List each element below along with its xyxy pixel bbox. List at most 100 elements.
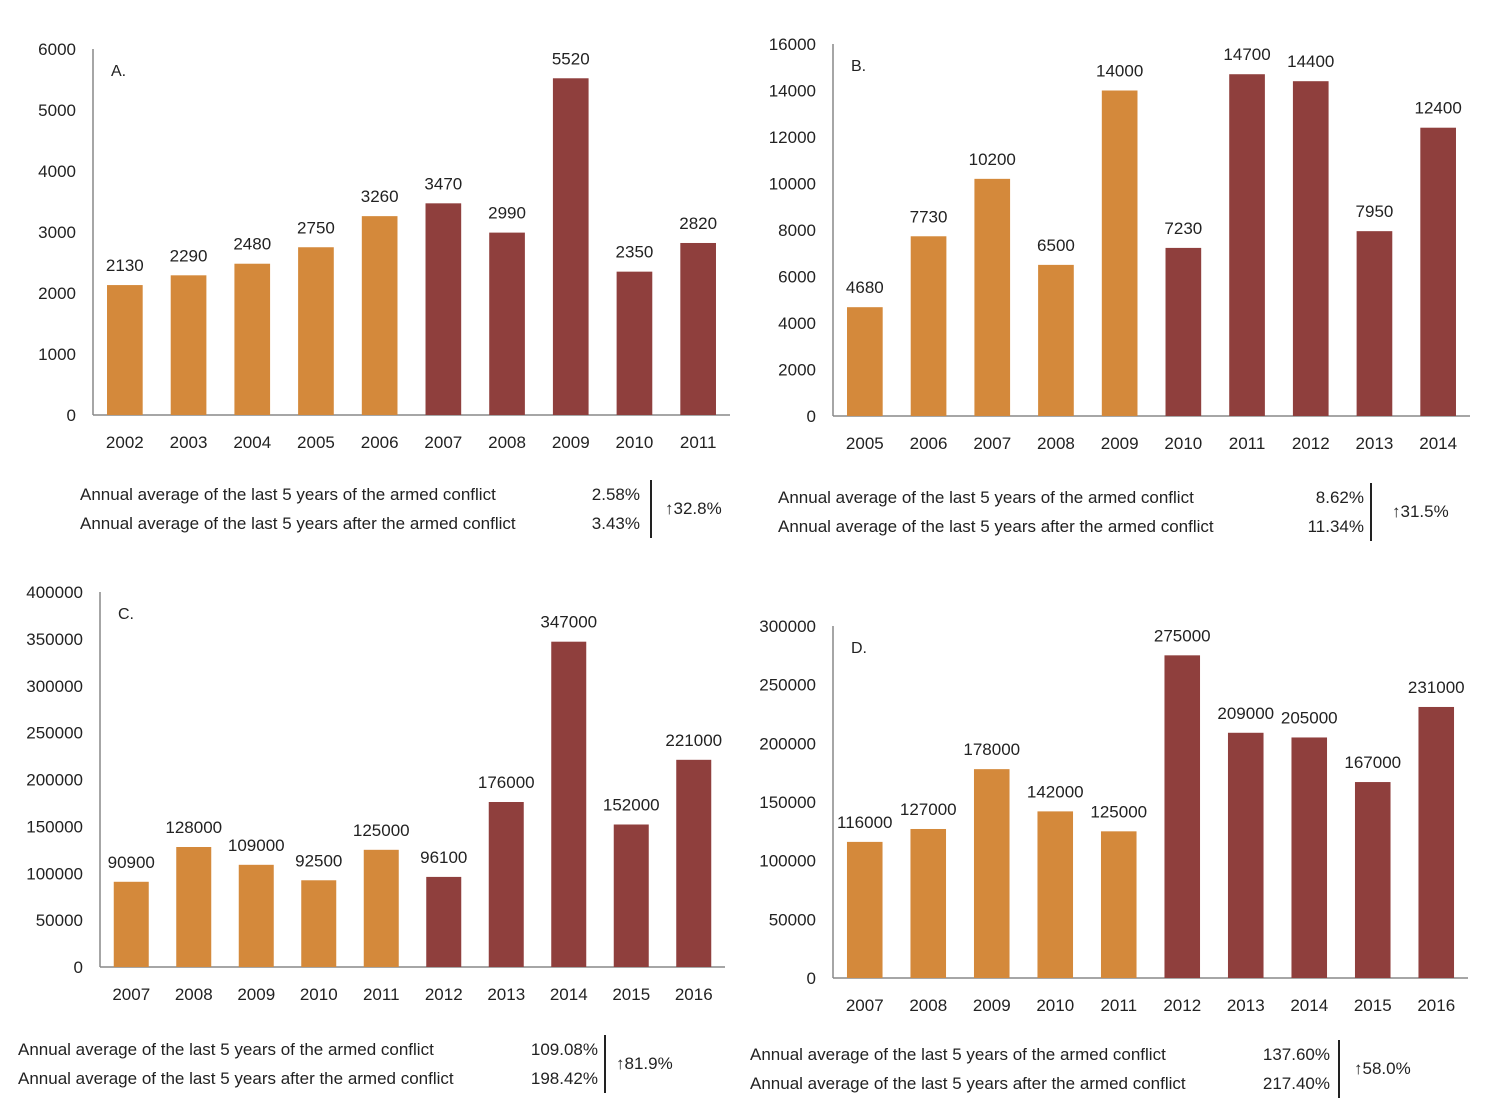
data-label: 347000 <box>540 613 597 632</box>
stat-label-last-5-years-after-conflict: Annual average of the last 5 years after… <box>18 1069 454 1088</box>
data-label: 205000 <box>1281 708 1338 727</box>
data-label: 128000 <box>165 818 222 837</box>
x-tick-label: 2011 <box>363 985 400 1004</box>
stat-value-during: 2.58% <box>591 485 640 504</box>
bar-2014 <box>1291 737 1328 978</box>
y-tick-label: 2000 <box>38 284 76 303</box>
bar-2007 <box>846 841 883 978</box>
stats-divider <box>604 1035 606 1093</box>
y-tick-label: 200000 <box>759 734 816 753</box>
bar-2015 <box>1354 782 1391 978</box>
data-label: 92500 <box>295 851 342 870</box>
data-label: 178000 <box>963 740 1020 759</box>
x-tick-label: 2011 <box>680 433 717 452</box>
stat-value-during: 109.08% <box>530 1040 598 1059</box>
stats-b: Annual average of the last 5 years of th… <box>778 483 1449 541</box>
data-label: 6500 <box>1037 236 1075 255</box>
y-tick-label: 12000 <box>769 128 816 147</box>
x-tick-label: 2008 <box>1037 434 1075 453</box>
y-tick-label: 6000 <box>778 268 816 287</box>
data-label: 142000 <box>1027 782 1084 801</box>
data-label: 3260 <box>361 187 399 206</box>
bar-2010 <box>301 880 337 967</box>
bar-2006 <box>361 216 398 415</box>
bar-2007 <box>425 203 462 415</box>
y-tick-label: 0 <box>807 969 816 988</box>
data-label: 7730 <box>910 207 948 226</box>
bar-2007 <box>113 881 149 967</box>
stat-value-after: 11.34% <box>1307 517 1364 536</box>
x-tick-label: 2007 <box>973 434 1011 453</box>
y-tick-label: 400000 <box>26 583 83 602</box>
bar-chart-d: D. 0 50000 100000 150000 200000 250000 300000 11… <box>759 617 1468 1015</box>
data-label: 2820 <box>679 214 717 233</box>
x-tick-label: 2009 <box>973 996 1011 1015</box>
y-tick-label: 4000 <box>38 162 76 181</box>
bar-2006 <box>910 236 947 416</box>
y-tick-label: 350000 <box>26 630 83 649</box>
bar-chart-c: C. 0 50000 100000 150000 200000 250000 300000 35… <box>26 583 725 1004</box>
y-tick-label: 3000 <box>38 223 76 242</box>
x-tick-label: 2014 <box>1419 434 1457 453</box>
bar-2014 <box>1420 127 1456 416</box>
x-tick-label: 2014 <box>550 985 588 1004</box>
stat-value-after: 3.43% <box>591 514 640 533</box>
x-tick-label: 2007 <box>424 433 462 452</box>
stat-value-during: 8.62% <box>1315 488 1364 507</box>
y-tick-label: 5000 <box>38 101 76 120</box>
stats-divider <box>1338 1040 1340 1098</box>
y-tick-label: 250000 <box>26 724 83 743</box>
y-tick-label: 4000 <box>778 314 816 333</box>
y-tick-label: 150000 <box>759 793 816 812</box>
x-tick-label: 2008 <box>175 985 213 1004</box>
y-tick-label: 1000 <box>38 345 76 364</box>
change-percentage: ↑81.9% <box>616 1054 673 1073</box>
bar-2010 <box>616 271 653 415</box>
data-label: 209000 <box>1217 704 1274 723</box>
x-tick-label: 2009 <box>237 985 275 1004</box>
x-tick-label: 2015 <box>1354 996 1392 1015</box>
data-label: 127000 <box>900 800 957 819</box>
y-tick-label: 300000 <box>26 677 83 696</box>
x-tick-label: 2012 <box>1163 996 1201 1015</box>
bar-2010 <box>1165 247 1202 416</box>
y-tick-label: 0 <box>74 958 83 977</box>
bar-2012 <box>426 876 462 967</box>
y-tick-label: 14000 <box>769 82 816 101</box>
data-label: 116000 <box>837 813 892 832</box>
x-tick-label: 2004 <box>233 433 271 452</box>
panel-label: D. <box>851 640 867 657</box>
x-tick-label: 2011 <box>1229 434 1266 453</box>
bar-2008 <box>910 828 947 978</box>
x-tick-label: 2009 <box>552 433 590 452</box>
x-tick-label: 2011 <box>1100 996 1137 1015</box>
bar-2009 <box>973 769 1010 978</box>
x-tick-label: 2007 <box>112 985 150 1004</box>
x-tick-label: 2016 <box>675 985 713 1004</box>
bar-2014 <box>551 641 587 967</box>
data-label: 125000 <box>353 821 410 840</box>
data-label: 14400 <box>1287 52 1334 71</box>
y-tick-label: 300000 <box>759 617 816 636</box>
data-label: 7950 <box>1356 202 1394 221</box>
bar-2005 <box>298 247 334 415</box>
data-label: 96100 <box>420 848 467 867</box>
bar-2008 <box>489 232 525 415</box>
y-tick-label: 50000 <box>36 911 83 930</box>
y-tick-label: 10000 <box>769 175 816 194</box>
stats-divider <box>650 480 652 538</box>
x-tick-label: 2015 <box>612 985 650 1004</box>
panel-d: D. 0 50000 100000 150000 200000 250000 300000 11… <box>750 558 1500 1116</box>
x-tick-label: 2012 <box>1292 434 1330 453</box>
x-tick-label: 2010 <box>1036 996 1074 1015</box>
x-tick-label: 2013 <box>1356 434 1394 453</box>
bar-chart-b: B. 0 2000 4000 6000 8000 10000 12000 14000 16000 4… <box>769 35 1470 453</box>
data-label: 12400 <box>1415 99 1462 118</box>
stat-label-last-5-years-of-conflict: Annual average of the last 5 years of th… <box>18 1040 434 1059</box>
bar-2003 <box>170 275 207 415</box>
x-tick-label: 2016 <box>1417 996 1455 1015</box>
y-tick-label: 16000 <box>769 35 816 54</box>
stat-label-last-5-years-of-conflict: Annual average of the last 5 years of th… <box>778 488 1194 507</box>
panel-a: A. 0 1000 2000 3000 4000 5000 6000 2130 2002 2290 2… <box>0 0 750 558</box>
change-percentage: ↑58.0% <box>1354 1059 1411 1078</box>
